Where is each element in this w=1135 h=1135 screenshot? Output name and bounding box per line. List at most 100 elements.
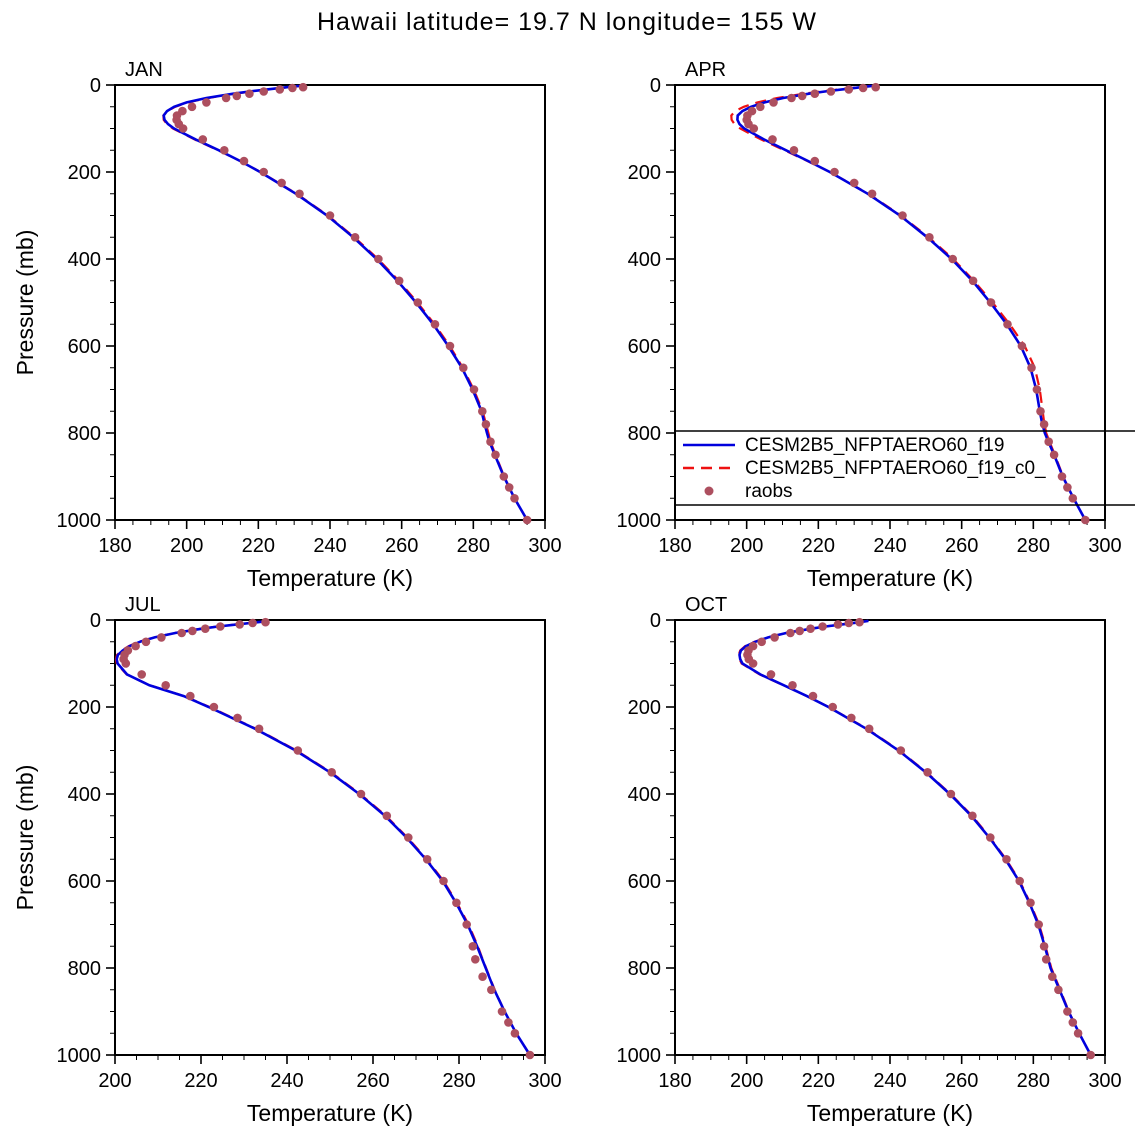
x-tick-label: 200 <box>98 1070 131 1092</box>
y-tick-label: 200 <box>628 162 661 184</box>
x-axis-title: Temperature (K) <box>807 565 973 591</box>
y-tick-label: 1000 <box>617 1045 662 1067</box>
raobs-dot <box>350 233 360 242</box>
y-tick-label: 0 <box>650 75 661 97</box>
raobs-dot <box>356 789 366 799</box>
x-tick-label: 240 <box>313 535 346 557</box>
legend: CESM2B5_NFPTAERO60_f19CESM2B5_NFPTAERO60… <box>675 430 1135 506</box>
x-tick-label: 240 <box>873 535 906 557</box>
model1-line <box>162 84 529 521</box>
legend-label: CESM2B5_NFPTAERO60_f19 <box>745 435 1004 456</box>
raobs-dot <box>747 106 757 116</box>
y-tick-label: 800 <box>68 958 101 980</box>
raobs-dot <box>131 641 140 651</box>
model2-line <box>114 619 531 1056</box>
raobs-dot <box>499 472 509 481</box>
raobs-dot <box>1054 985 1063 995</box>
x-tick-label: 300 <box>1088 535 1121 557</box>
raobs-dot <box>468 942 478 951</box>
panel-title: JAN <box>125 59 163 81</box>
raobs-dot <box>293 746 303 755</box>
raobs-dot <box>188 626 197 636</box>
raobs-dot <box>245 89 254 98</box>
x-axis-title: Temperature (K) <box>247 565 413 591</box>
raobs-dot <box>1015 876 1024 886</box>
raobs-dot <box>864 724 874 734</box>
raobs-dot <box>298 82 308 92</box>
y-tick-label: 1000 <box>57 510 102 532</box>
x-tick-label: 200 <box>730 1070 763 1092</box>
panel-title: OCT <box>685 594 727 616</box>
raobs-dot <box>826 87 836 96</box>
raobs-dot <box>525 1050 535 1060</box>
raobs-dot <box>202 98 211 107</box>
x-tick-label: 220 <box>802 1070 835 1092</box>
raobs-dot <box>178 106 187 116</box>
raobs-dot <box>833 620 843 629</box>
y-tick-label: 1000 <box>57 1045 102 1067</box>
raobs-dot <box>968 276 978 286</box>
x-tick-label: 260 <box>945 1070 978 1092</box>
raobs-dot <box>1036 407 1045 416</box>
raobs-dot <box>439 876 448 886</box>
raobs-dot <box>1041 955 1051 964</box>
raobs-dot <box>221 93 231 103</box>
raobs-dot <box>459 363 468 373</box>
raobs-dot <box>452 898 461 908</box>
raobs-dot <box>786 628 795 638</box>
raobs-dot <box>1063 483 1072 492</box>
raobs-dot <box>275 85 285 94</box>
raobs-dot <box>946 789 956 799</box>
raobs-dot <box>445 341 455 351</box>
x-tick-label: 240 <box>270 1070 303 1092</box>
y-tick-label: 0 <box>90 75 101 97</box>
x-tick-label: 260 <box>356 1070 389 1092</box>
raobs-dot <box>288 83 297 93</box>
raobs-dot <box>1026 898 1035 908</box>
raobs-dot <box>232 91 242 101</box>
y-tick-label: 200 <box>68 162 101 184</box>
raobs-dot <box>1086 1050 1095 1060</box>
figure-title: Hawaii latitude= 19.7 N longitude= 155 W <box>317 8 817 36</box>
raobs-dot <box>177 628 186 638</box>
raobs-dot <box>295 189 304 199</box>
x-tick-label: 280 <box>1017 535 1050 557</box>
x-tick-label: 220 <box>184 1070 217 1092</box>
x-axis-title: Temperature (K) <box>247 1100 413 1126</box>
y-tick-label: 200 <box>628 697 661 719</box>
raobs-dot <box>795 626 804 636</box>
x-axis-title: Temperature (K) <box>807 1100 973 1126</box>
raobs-dot <box>1068 494 1078 503</box>
y-tick-label: 400 <box>68 249 101 271</box>
raobs-dot <box>233 713 242 723</box>
x-tick-label: 200 <box>170 535 203 557</box>
raobs-dot <box>844 618 854 628</box>
x-tick-label: 280 <box>457 535 490 557</box>
raobs-dot <box>948 254 957 264</box>
raobs-dot <box>462 920 472 929</box>
raobs-dot <box>394 276 404 286</box>
raobs-dot <box>896 746 906 755</box>
y-axis-title: Pressure (mb) <box>12 765 38 911</box>
raobs-dot <box>787 93 796 103</box>
raobs-dot <box>1017 341 1027 351</box>
x-tick-label: 300 <box>1088 1070 1121 1092</box>
plot-frame <box>114 84 546 521</box>
raobs-dot <box>382 811 392 821</box>
y-axis-title: Pressure (mb) <box>12 230 38 376</box>
raobs-dot <box>1048 972 1057 981</box>
raobs-dot <box>201 624 210 633</box>
x-tick-label: 180 <box>658 535 691 557</box>
y-tick-label: 400 <box>628 784 661 806</box>
raobs-dot <box>478 407 487 416</box>
raobs-dot <box>413 298 423 307</box>
raobs-dot <box>871 82 880 92</box>
raobs-dot <box>325 211 335 220</box>
raobs-dot <box>261 617 270 627</box>
raobs-dot <box>830 167 839 177</box>
raobs-dot <box>828 702 837 712</box>
raobs-dot <box>806 624 815 633</box>
x-tick-label: 180 <box>98 535 131 557</box>
raobs-dot <box>198 135 208 144</box>
panel-apr: 180 200 220 240 260 280 300 0 200 400 600 800 1000 AP… <box>617 59 1135 591</box>
